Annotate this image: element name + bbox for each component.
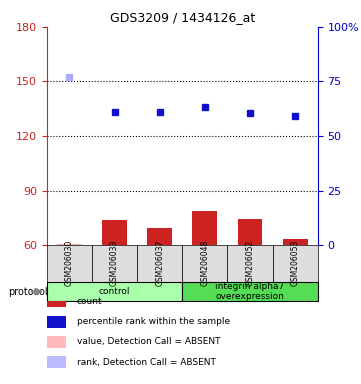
Bar	[47, 356, 66, 368]
Bar	[102, 220, 127, 245]
Text: GSM206037: GSM206037	[155, 240, 164, 286]
Text: integrin alpha7
overexpression: integrin alpha7 overexpression	[216, 282, 284, 301]
Text: GSM206053: GSM206053	[291, 240, 300, 286]
Bar	[238, 219, 262, 245]
Text: value, Detection Call = ABSENT: value, Detection Call = ABSENT	[77, 338, 220, 346]
Bar	[227, 245, 273, 282]
Bar	[92, 245, 137, 282]
Text: GSM206052: GSM206052	[245, 240, 255, 286]
Bar	[47, 336, 66, 348]
Text: protocol: protocol	[8, 286, 48, 296]
Bar	[192, 211, 217, 245]
Bar	[47, 282, 182, 301]
Bar	[47, 245, 92, 282]
Text: rank, Detection Call = ABSENT: rank, Detection Call = ABSENT	[77, 358, 216, 367]
Text: GSM206030: GSM206030	[65, 240, 74, 286]
Text: GSM206033: GSM206033	[110, 240, 119, 286]
Bar	[147, 228, 172, 245]
Text: count: count	[77, 297, 102, 306]
Bar	[182, 245, 227, 282]
Text: GSM206048: GSM206048	[200, 240, 209, 286]
Bar	[47, 295, 66, 308]
Bar	[57, 244, 82, 245]
Bar	[47, 316, 66, 328]
Bar	[283, 239, 308, 245]
Bar	[182, 282, 318, 301]
Title: GDS3209 / 1434126_at: GDS3209 / 1434126_at	[110, 11, 255, 24]
Bar	[273, 245, 318, 282]
Text: control: control	[99, 287, 130, 296]
Bar	[137, 245, 182, 282]
Text: percentile rank within the sample: percentile rank within the sample	[77, 317, 230, 326]
